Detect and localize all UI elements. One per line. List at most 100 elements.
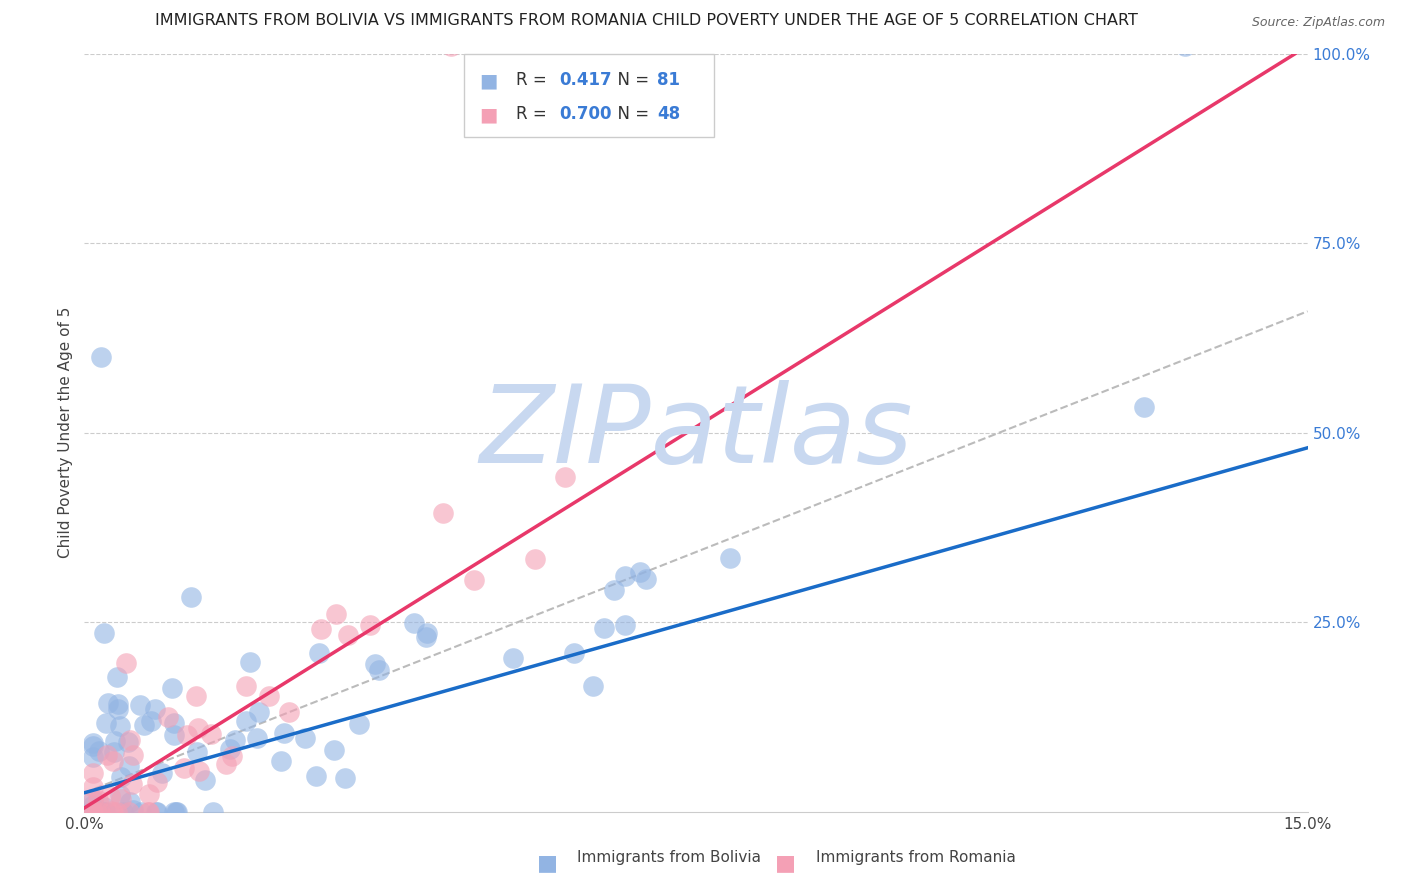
Point	[117, 735, 139, 749]
Point	[347, 716, 370, 731]
Point	[157, 710, 180, 724]
Point	[94, 716, 117, 731]
Point	[82, 736, 104, 750]
Point	[115, 656, 138, 670]
Point	[221, 748, 243, 763]
Point	[82, 765, 104, 780]
Point	[194, 773, 217, 788]
Point	[129, 805, 152, 819]
Point	[614, 568, 637, 582]
Point	[107, 698, 129, 712]
Point	[160, 681, 183, 695]
Text: Source: ZipAtlas.com: Source: ZipAtlas.com	[1251, 16, 1385, 29]
Point	[138, 805, 160, 819]
Point	[173, 761, 195, 775]
Point	[146, 805, 169, 819]
Point	[325, 607, 347, 622]
Text: ZIPatlas: ZIPatlas	[479, 380, 912, 485]
Point	[128, 698, 150, 712]
Point	[83, 805, 105, 819]
Text: ■: ■	[479, 71, 498, 90]
Point	[120, 795, 142, 809]
Text: 81: 81	[657, 71, 681, 89]
Point	[82, 797, 104, 812]
Point	[415, 630, 437, 644]
Point	[718, 550, 741, 565]
Point	[562, 646, 585, 660]
Text: ■: ■	[537, 854, 558, 873]
Point	[82, 739, 104, 753]
Point	[187, 721, 209, 735]
Point	[305, 769, 328, 783]
Text: ■: ■	[776, 854, 796, 873]
Point	[364, 657, 387, 671]
Point	[120, 733, 142, 747]
Point	[82, 749, 104, 764]
Point	[463, 573, 485, 587]
Point	[101, 754, 124, 768]
Point	[103, 745, 125, 759]
Point	[82, 805, 104, 819]
Point	[270, 754, 292, 768]
Point	[368, 663, 391, 677]
Point	[224, 732, 246, 747]
Text: R =: R =	[516, 105, 553, 123]
Point	[104, 734, 127, 748]
Point	[91, 805, 114, 819]
Text: N =: N =	[606, 71, 654, 89]
Point	[628, 565, 651, 579]
Point	[416, 625, 439, 640]
Point	[93, 805, 115, 819]
Point	[247, 705, 270, 719]
Point	[235, 679, 257, 693]
Point	[530, 39, 553, 54]
Text: Immigrants from Bolivia: Immigrants from Bolivia	[578, 849, 761, 864]
Point	[322, 743, 344, 757]
Point	[143, 702, 166, 716]
Point	[235, 714, 257, 729]
Point	[118, 805, 141, 819]
Point	[308, 646, 330, 660]
Point	[82, 804, 104, 818]
Point	[110, 792, 132, 806]
Text: Immigrants from Romania: Immigrants from Romania	[815, 849, 1015, 864]
Point	[82, 792, 104, 806]
Point	[89, 805, 111, 819]
Point	[90, 350, 112, 364]
Point	[145, 775, 167, 789]
Text: IMMIGRANTS FROM BOLIVIA VS IMMIGRANTS FROM ROMANIA CHILD POVERTY UNDER THE AGE O: IMMIGRANTS FROM BOLIVIA VS IMMIGRANTS FR…	[155, 13, 1139, 29]
Point	[82, 804, 104, 818]
Point	[141, 714, 163, 728]
Point	[145, 805, 167, 819]
Text: 0.417: 0.417	[560, 71, 612, 89]
Point	[187, 764, 209, 779]
Point	[613, 617, 636, 632]
Point	[100, 789, 122, 803]
Point	[582, 679, 605, 693]
Point	[118, 759, 141, 773]
Point	[90, 805, 112, 819]
Point	[333, 771, 356, 785]
Point	[1174, 39, 1197, 54]
Point	[498, 39, 520, 54]
Point	[111, 805, 134, 819]
Point	[239, 655, 262, 669]
Point	[1133, 400, 1156, 414]
Point	[96, 805, 118, 819]
Point	[132, 717, 155, 731]
Point	[96, 747, 118, 762]
Point	[176, 728, 198, 742]
Text: 0.700: 0.700	[560, 105, 612, 123]
Point	[86, 805, 108, 819]
Point	[359, 618, 381, 632]
Point	[136, 805, 159, 819]
Point	[636, 572, 658, 586]
Point	[110, 770, 132, 784]
Point	[432, 506, 454, 520]
Point	[93, 800, 115, 814]
Point	[97, 697, 120, 711]
Point	[502, 651, 524, 665]
Point	[121, 777, 143, 791]
Point	[186, 690, 208, 704]
FancyBboxPatch shape	[464, 54, 714, 137]
